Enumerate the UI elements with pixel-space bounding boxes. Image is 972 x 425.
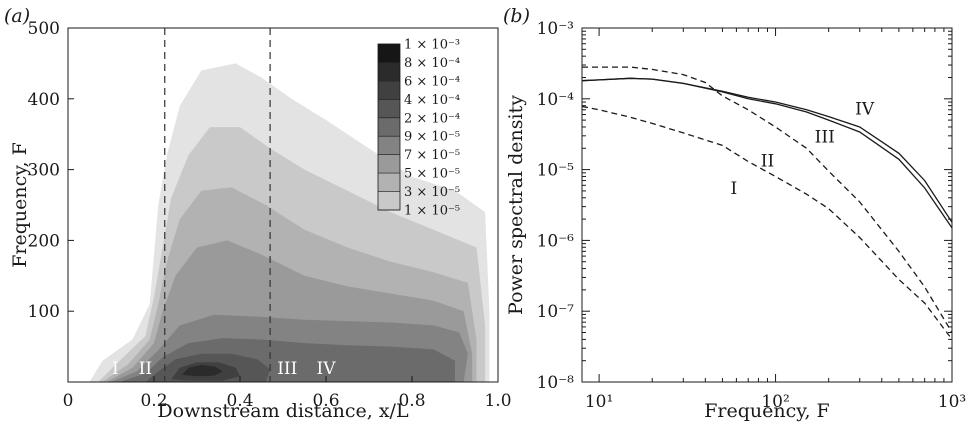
plot-b-x-axis-label: Frequency, F (704, 400, 830, 422)
colorbar-swatch (378, 191, 400, 210)
colorbar-swatch (378, 62, 400, 81)
plot-a-axes: 0 0.2 0.4 0.6 0.8 1.0 100 200 300 400 500 (28, 19, 512, 411)
region-label: II (139, 359, 152, 379)
x-tick-label: 0.8 (398, 391, 425, 411)
plot-b-y-axis-label: Power spectral density (505, 95, 527, 315)
colorbar-swatch (378, 117, 400, 137)
colorbar-swatch (378, 173, 400, 192)
region-labels: I II III IV (112, 359, 336, 379)
plot-a-x-axis-label: Downstream distance, x/L (157, 400, 409, 422)
plot-b-frame (581, 27, 953, 383)
curve-label: III (815, 128, 835, 148)
colorbar-swatch (378, 136, 400, 155)
region-label: I (112, 359, 119, 379)
x-tick-label: 10² (761, 392, 789, 412)
colorbar-label: 2 × 10⁻⁴ (404, 111, 460, 126)
x-tick-label: 0.4 (226, 391, 253, 411)
colorbar-label: 1 × 10⁻⁵ (404, 204, 460, 219)
plot-a-y-axis-label: Frequency, F (9, 142, 31, 268)
plot-b-axes: 10¹ 10² 10³ 10⁻⁸ 10⁻⁷ 10⁻⁶ 10⁻⁵ 10⁻⁴ 10⁻³ (537, 19, 967, 412)
curve-label: IV (855, 100, 875, 120)
colorbar-swatch (378, 80, 400, 100)
panel-b-label: (b) (503, 5, 530, 27)
region-label: III (277, 359, 297, 379)
contour-level-9 (181, 365, 223, 377)
colorbar: 1 × 10⁻³ 8 × 10⁻⁴ 6 × 10⁻⁴ 4 × 10⁻⁴ 2 × 10⁻⁴… (377, 38, 460, 219)
y-tick-label: 10⁻⁷ (537, 302, 575, 322)
y-tick-label: 10⁻³ (537, 19, 574, 39)
y-tick-label: 10⁻⁵ (537, 161, 575, 181)
y-tick-label: 100 (28, 302, 60, 322)
x-tick-label: 1.0 (484, 391, 511, 411)
y-tick-label: 10⁻⁴ (537, 90, 575, 110)
colorbar-swatch (378, 99, 400, 118)
colorbar-label: 3 × 10⁻⁵ (404, 185, 460, 200)
colorbar-label: 8 × 10⁻⁴ (404, 56, 460, 71)
series-line-II (582, 66, 952, 333)
colorbar-label: 6 × 10⁻⁴ (404, 74, 460, 89)
panel-b: (b) 10¹ 10² 10³ 10⁻⁸ 10⁻⁷ 10⁻⁶ 10⁻⁵ 10⁻⁴ 10⁻³ IV… (503, 5, 966, 422)
y-tick-label: 10⁻⁶ (537, 231, 575, 251)
colorbar-swatch (378, 154, 400, 174)
colorbar-label: 1 × 10⁻³ (404, 38, 460, 53)
curve-label: II (761, 152, 774, 172)
x-tick-label: 10¹ (585, 392, 613, 412)
series-line-I (582, 105, 952, 340)
colorbar-label: 9 × 10⁻⁵ (404, 130, 460, 145)
x-tick-label: 0.2 (140, 391, 167, 411)
region-dividers (164, 28, 271, 382)
x-tick-label: 0 (63, 391, 74, 411)
plot-a-frame (67, 27, 499, 383)
region-label: IV (317, 359, 337, 379)
y-tick-label: 400 (28, 90, 60, 110)
colorbar-label: 4 × 10⁻⁴ (404, 93, 460, 108)
curve-label: I (730, 179, 737, 199)
colorbar-swatch (378, 44, 400, 63)
psd-lines (582, 66, 952, 340)
y-tick-label: 500 (28, 19, 60, 39)
y-tick-label: 10⁻⁸ (537, 373, 575, 393)
x-tick-label: 0.6 (312, 391, 339, 411)
x-tick-label: 10³ (938, 392, 966, 412)
colorbar-label: 7 × 10⁻⁵ (404, 148, 460, 163)
y-tick-label: 200 (28, 231, 60, 251)
colorbar-label: 5 × 10⁻⁵ (404, 167, 460, 182)
y-tick-label: 300 (28, 161, 60, 181)
panel-a-label: (a) (4, 5, 30, 27)
series-line-IV (582, 77, 952, 223)
